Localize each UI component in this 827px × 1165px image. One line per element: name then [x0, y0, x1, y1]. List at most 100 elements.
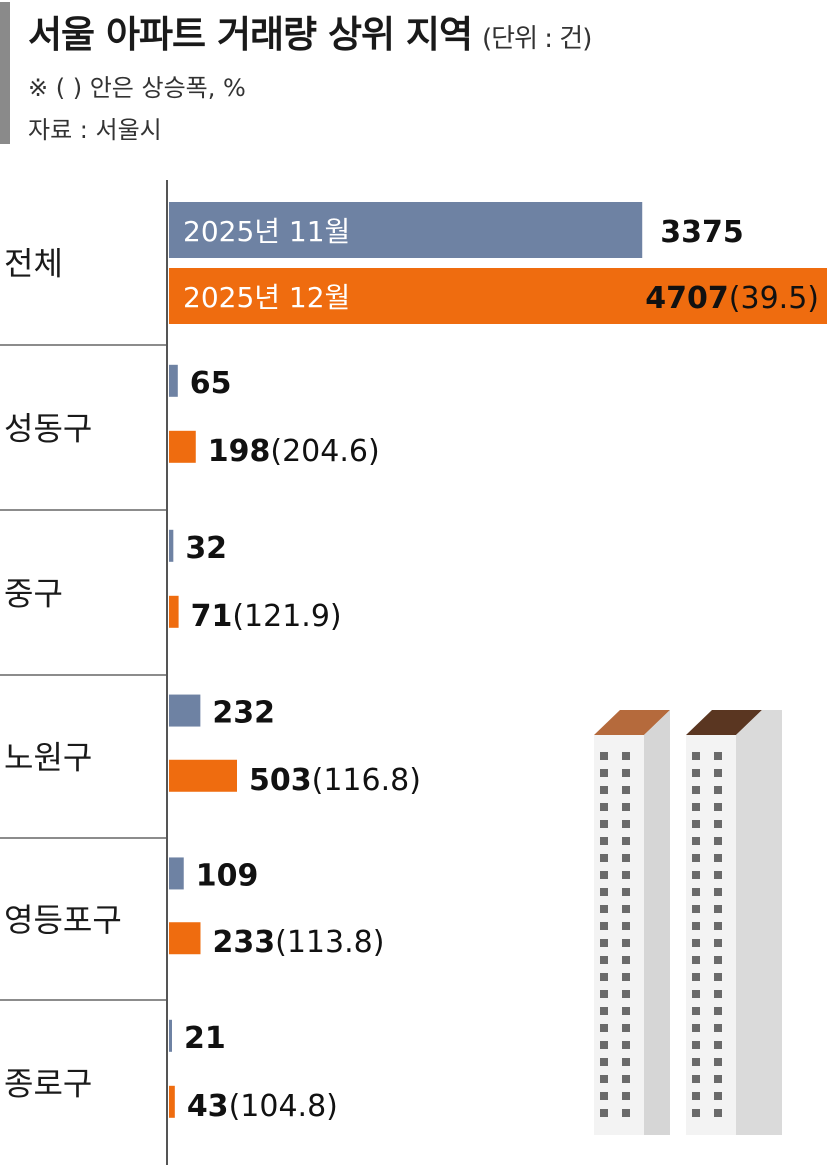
window — [714, 922, 722, 930]
window — [714, 956, 722, 964]
value-label-nov: 32 — [185, 531, 227, 566]
bars — [169, 202, 827, 1118]
window — [714, 888, 722, 896]
window — [600, 939, 608, 947]
window — [692, 888, 700, 896]
window — [714, 871, 722, 879]
window — [692, 990, 700, 998]
category-label: 종로구 — [4, 1065, 92, 1103]
legend-nov: 2025년 11월 — [183, 215, 350, 248]
window — [714, 1075, 722, 1083]
window — [692, 769, 700, 777]
window — [622, 871, 630, 879]
bar-dec-4 — [169, 922, 201, 955]
window — [714, 1058, 722, 1066]
window — [622, 837, 630, 845]
building-right-front — [686, 735, 736, 1135]
bar-nov-3 — [169, 694, 201, 727]
window — [714, 1024, 722, 1032]
window — [600, 1007, 608, 1015]
category-label: 성동구 — [4, 410, 92, 448]
chart-note: ※ ( ) 안은 상승폭, % — [28, 74, 246, 102]
window — [622, 1092, 630, 1100]
bar-nov-2 — [169, 529, 174, 562]
window — [692, 837, 700, 845]
building-left-side — [644, 710, 670, 1135]
window — [600, 820, 608, 828]
window — [692, 973, 700, 981]
value-label-nov: 3375 — [660, 215, 744, 250]
window — [714, 1109, 722, 1117]
window — [714, 769, 722, 777]
category-label: 중구 — [4, 575, 63, 613]
roof-right — [686, 710, 762, 735]
window — [692, 871, 700, 879]
building-right-side — [736, 710, 782, 1135]
category-label: 전체 — [4, 245, 63, 283]
row-dividers — [0, 344, 167, 1001]
window — [692, 905, 700, 913]
window — [600, 973, 608, 981]
title-text: 서울 아파트 거래량 상위 지역 — [28, 13, 473, 56]
window — [622, 973, 630, 981]
value-label-nov: 21 — [184, 1021, 226, 1056]
bar-nov-5 — [169, 1019, 172, 1052]
window — [692, 1109, 700, 1117]
window — [622, 786, 630, 794]
window — [714, 1041, 722, 1049]
window — [622, 990, 630, 998]
window — [622, 905, 630, 913]
window — [622, 1058, 630, 1066]
window — [600, 1075, 608, 1083]
bar-dec-3 — [169, 759, 237, 792]
window — [692, 1007, 700, 1015]
title-accent-bar — [0, 2, 10, 144]
window — [714, 1092, 722, 1100]
value-label-nov: 65 — [190, 366, 232, 401]
apartment-building-illustration — [594, 710, 782, 1135]
value-label-nov: 232 — [212, 696, 275, 731]
window — [714, 905, 722, 913]
window — [622, 1075, 630, 1083]
window — [692, 956, 700, 964]
value-label-dec: 503(116.8) — [249, 763, 421, 798]
bar-nov-1 — [169, 364, 178, 397]
window — [600, 888, 608, 896]
value-label-dec: 233(113.8) — [212, 925, 384, 960]
window — [714, 837, 722, 845]
window — [692, 854, 700, 862]
window — [600, 854, 608, 862]
building-left-front — [594, 735, 644, 1135]
bar-dec-2 — [169, 595, 179, 628]
window — [622, 1109, 630, 1117]
value-label-nov: 109 — [196, 858, 259, 893]
window — [622, 1024, 630, 1032]
window — [692, 752, 700, 760]
window — [622, 854, 630, 862]
window — [714, 820, 722, 828]
window — [600, 1109, 608, 1117]
window — [600, 803, 608, 811]
window — [692, 1058, 700, 1066]
window — [714, 939, 722, 947]
roof-left — [594, 710, 670, 735]
value-label-dec: 71(121.9) — [191, 599, 342, 634]
window — [622, 769, 630, 777]
window — [622, 803, 630, 811]
window — [600, 769, 608, 777]
window — [600, 786, 608, 794]
window — [714, 786, 722, 794]
window — [622, 922, 630, 930]
window — [692, 820, 700, 828]
window — [622, 939, 630, 947]
window — [600, 956, 608, 964]
value-label-dec: 43(104.8) — [187, 1089, 338, 1124]
legend-dec: 2025년 12월 — [183, 281, 350, 314]
window — [714, 854, 722, 862]
bar-dec-5 — [169, 1085, 175, 1118]
window — [600, 922, 608, 930]
window — [622, 888, 630, 896]
window — [714, 1007, 722, 1015]
window — [692, 1024, 700, 1032]
